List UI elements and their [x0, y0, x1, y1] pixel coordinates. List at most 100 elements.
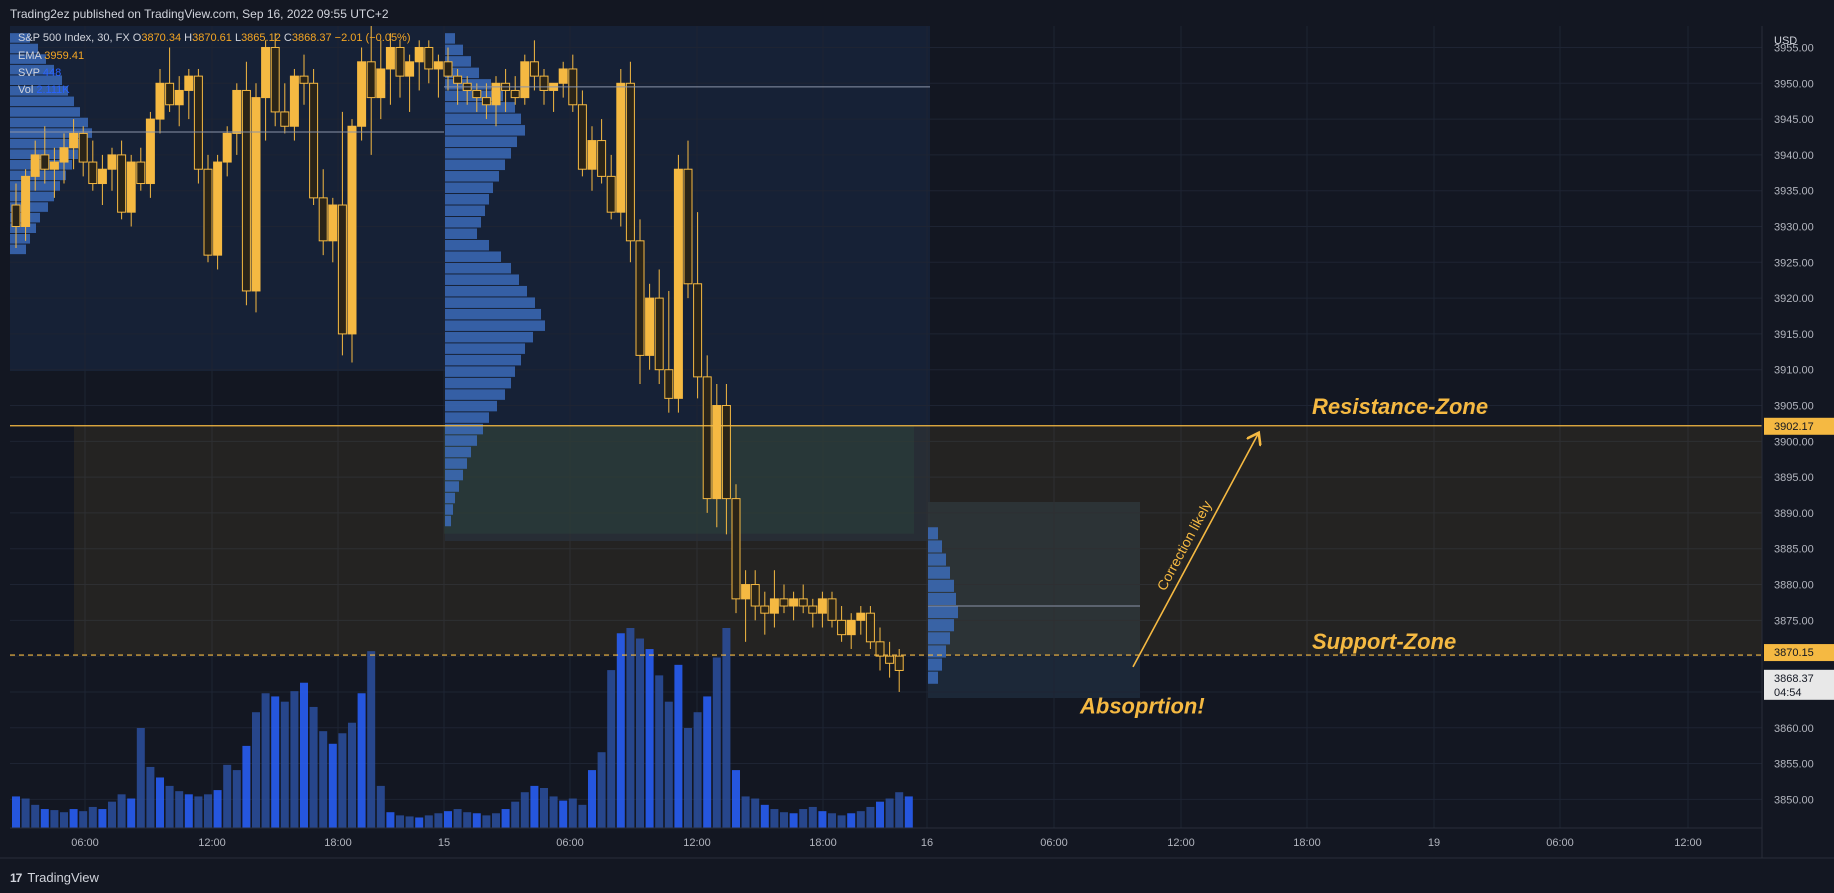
- candle: [885, 641, 895, 678]
- profile-bar-day1: [10, 107, 80, 117]
- candle: [145, 111, 155, 198]
- candle-body-down: [193, 75, 203, 170]
- candle-body-up: [673, 168, 683, 399]
- candle-body-down: [203, 168, 213, 256]
- legend-vol-row[interactable]: Vol 2.111K: [18, 84, 70, 96]
- price-tick-label: 3895.00: [1774, 472, 1814, 484]
- candle-body-down: [529, 61, 539, 77]
- candle-body-down: [117, 154, 127, 213]
- volume-bar: [328, 743, 337, 828]
- legend-symbol-row: S&P 500 Index, 30, FX O3870.34 H3870.61 …: [18, 32, 411, 44]
- volume-bar: [79, 811, 88, 828]
- profile-bar-day2: [445, 33, 455, 44]
- candle-body-down: [808, 605, 818, 614]
- price-tick-label: 3925.00: [1774, 257, 1814, 269]
- volume-bar: [271, 696, 280, 828]
- profile-bar-day2: [445, 458, 467, 469]
- volume-bar: [722, 628, 731, 828]
- legend-high: 3870.61: [192, 32, 232, 44]
- volume-bar: [261, 693, 270, 828]
- candle-body-up: [347, 125, 357, 335]
- volume-bar: [712, 657, 721, 828]
- volume-bar: [492, 813, 500, 828]
- profile-bar-day1: [10, 223, 36, 234]
- profile-bar-day2: [445, 423, 483, 435]
- profile-bar-day1: [10, 234, 30, 244]
- profile-bar-day2: [445, 251, 501, 262]
- legend-ema-row[interactable]: EMA 3959.41: [18, 50, 84, 62]
- price-tick-label: 3905.00: [1774, 401, 1814, 413]
- legend-svp-row[interactable]: SVP 448: [18, 67, 61, 79]
- candle: [136, 147, 146, 191]
- candle-body-down: [837, 619, 847, 636]
- volume-bar: [175, 791, 184, 828]
- candle: [673, 154, 683, 413]
- candle: [597, 119, 607, 184]
- candle: [817, 591, 827, 628]
- candle: [376, 40, 386, 120]
- legend-open: 3870.34: [141, 32, 182, 44]
- candle: [78, 126, 88, 177]
- volume-bar: [444, 811, 452, 828]
- time-tick-label: 16: [921, 837, 933, 849]
- candle: [59, 133, 69, 184]
- time-tick-label: 18:00: [1293, 837, 1321, 849]
- price-tick-label: 3850.00: [1774, 794, 1814, 806]
- profile-bar-day3: [928, 579, 954, 592]
- time-tick-label: 12:00: [198, 837, 226, 849]
- candle-body-down: [40, 154, 50, 170]
- legend-vol-label: Vol: [18, 84, 34, 96]
- volume-bar: [194, 796, 203, 828]
- candle: [309, 68, 319, 206]
- profile-bar-day2: [445, 400, 497, 412]
- profile-bar-day1: [10, 244, 26, 255]
- candle-body-up: [232, 89, 242, 134]
- volume-bar: [808, 806, 817, 828]
- volume-bar: [338, 733, 347, 828]
- profile-bar-day2: [445, 44, 463, 56]
- volume-bar: [799, 809, 808, 828]
- profile-bar-day3: [928, 619, 954, 632]
- candle: [865, 606, 875, 649]
- volume-bar: [741, 796, 750, 828]
- profile-bar-day2: [445, 492, 455, 504]
- candle-body-down: [664, 369, 674, 399]
- candle-body-up: [376, 68, 386, 99]
- candle: [558, 61, 568, 98]
- candle-body-up: [741, 584, 751, 600]
- candle-body-up: [846, 619, 856, 636]
- time-tick-label: 06:00: [556, 837, 584, 849]
- price-tick-label: 3890.00: [1774, 508, 1814, 520]
- profile-bar-day2: [445, 194, 489, 205]
- candle: [405, 54, 415, 112]
- volume-bar: [60, 812, 68, 828]
- candle: [837, 606, 847, 642]
- volume-bar: [396, 815, 404, 828]
- candlesticks: [11, 26, 904, 692]
- support-price-tag: [1764, 644, 1834, 662]
- candle-body-up: [328, 204, 338, 242]
- volume-bar: [405, 816, 414, 828]
- candle-body-down: [760, 605, 770, 614]
- volume-bar: [578, 804, 587, 828]
- candle: [798, 584, 808, 614]
- legend-symbol: S&P 500 Index, 30, FX: [18, 32, 130, 44]
- volume-bar: [252, 712, 260, 828]
- candle: [88, 140, 98, 191]
- footer-brand[interactable]: 17 TradingView: [10, 870, 99, 885]
- volume-bar: [693, 712, 702, 828]
- profile-bar-day2: [445, 481, 459, 492]
- volume-bar: [319, 731, 328, 828]
- volume-bar: [88, 806, 97, 828]
- volume-bar: [117, 794, 126, 828]
- candle: [827, 591, 837, 628]
- last-price-label: 3868.37: [1774, 673, 1814, 685]
- profile-bar-day2: [445, 515, 451, 527]
- volume-profile: [10, 33, 958, 684]
- profile-bar-day2: [445, 159, 505, 171]
- candle-body-up: [789, 598, 799, 607]
- price-tick-label: 3880.00: [1774, 580, 1814, 592]
- candle-body-up: [174, 89, 184, 106]
- profile-bar-day3: [928, 645, 946, 658]
